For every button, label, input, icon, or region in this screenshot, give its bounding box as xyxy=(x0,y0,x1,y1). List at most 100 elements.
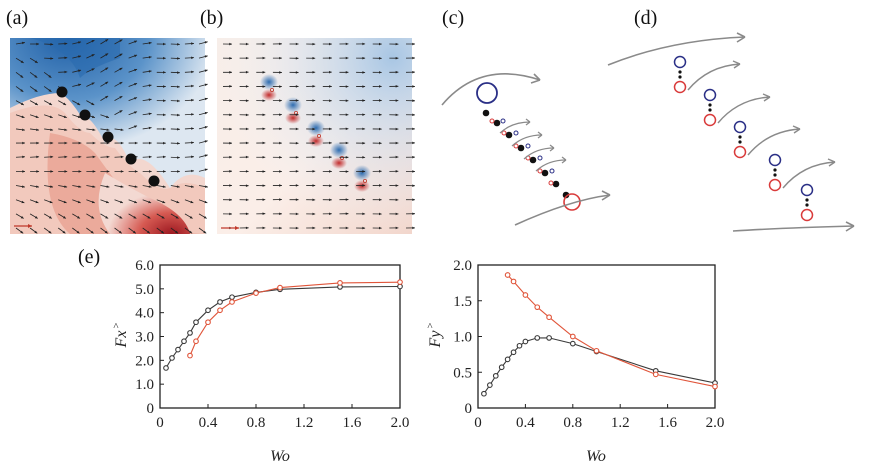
quiver-arrow xyxy=(405,155,416,159)
data-point xyxy=(217,307,223,314)
quiver-arrow xyxy=(306,85,316,88)
quiver-arrow xyxy=(222,56,233,60)
x-tick-label: 0 xyxy=(156,415,164,431)
quiver-arrow xyxy=(43,71,52,79)
quiver-arrow xyxy=(356,170,366,173)
quiver-arrow xyxy=(170,227,179,234)
panel-a-vorticity-field xyxy=(10,38,208,234)
quiver-arrow xyxy=(222,169,233,173)
quiver-arrow xyxy=(29,86,38,93)
vortex-pair xyxy=(353,165,371,192)
quiver-arrow xyxy=(239,212,249,216)
quiver-arrow xyxy=(198,126,208,130)
quiver-arrow xyxy=(198,111,208,116)
quiver-arrow xyxy=(128,213,137,219)
quiver-arrow xyxy=(222,127,233,131)
quiver-arrow xyxy=(356,85,366,88)
quiver-arrow xyxy=(289,198,299,201)
quiver-arrow xyxy=(15,71,24,79)
quiver-arrow xyxy=(156,42,166,46)
quiver-arrow xyxy=(272,212,282,216)
quiver-arrow xyxy=(128,199,138,204)
data-point xyxy=(397,279,403,286)
quiver-arrow xyxy=(198,213,207,219)
quiver-arrow xyxy=(306,212,316,216)
quiver-arrow xyxy=(239,170,249,173)
quiver-arrow xyxy=(57,227,66,234)
quiver-arrow xyxy=(306,141,316,145)
chart-fx: 0 0.4 0.8 1.2 1.6 2.0 0 1.0 2.0 3.0 4.0 5.0 6.0 Wo F… xyxy=(113,258,409,465)
quiver-arrow xyxy=(239,198,249,202)
data-point xyxy=(217,299,223,305)
quiver-arrow xyxy=(405,184,416,187)
quiver-arrow xyxy=(15,155,26,159)
quiver-arrow xyxy=(170,85,180,89)
x-tick-label: 1.6 xyxy=(658,415,677,431)
data-point xyxy=(187,352,193,359)
plot-frame xyxy=(477,264,716,409)
quiver-arrow xyxy=(142,98,152,102)
quiver-arrow xyxy=(339,141,349,145)
quiver-arrow xyxy=(86,213,95,219)
quiver-arrow xyxy=(128,111,138,116)
quiver-arrow xyxy=(198,227,207,234)
quiver-arrow xyxy=(306,56,316,60)
quiver-arrow xyxy=(272,85,282,88)
quiver-arrow xyxy=(15,128,25,132)
quiver-arrow xyxy=(289,184,299,187)
data-point xyxy=(652,371,659,378)
quiver-arrow xyxy=(142,227,151,234)
quiver-arrow xyxy=(356,226,366,230)
quiver-arrow xyxy=(15,199,25,204)
quiver-arrow xyxy=(372,169,382,173)
x-tick-label: 0.4 xyxy=(199,415,218,431)
quiver-arrow xyxy=(58,70,68,74)
data-point xyxy=(569,333,576,340)
quiver-arrow xyxy=(156,155,166,159)
flow-arrow-top xyxy=(607,36,746,66)
quiver-arrow xyxy=(184,155,194,159)
quiver-arrow xyxy=(339,127,349,131)
quiver-arrow xyxy=(339,170,349,173)
particle xyxy=(102,131,114,143)
quiver-arrow xyxy=(389,170,399,173)
quiver-arrow xyxy=(15,227,24,234)
quiver-arrow xyxy=(389,70,399,74)
quiver-arrow xyxy=(356,212,366,216)
quiver-arrow xyxy=(272,113,282,116)
quiver-arrow xyxy=(372,127,382,131)
data-point xyxy=(481,390,487,397)
quiver-arrow xyxy=(30,42,40,46)
quiver-arrow xyxy=(114,199,124,204)
data-point xyxy=(492,372,499,379)
quiver-arrow xyxy=(114,128,124,132)
quiver-arrow xyxy=(289,113,299,117)
series-line xyxy=(507,274,716,388)
quiver-arrow xyxy=(184,98,194,102)
quiver-arrow xyxy=(389,99,399,102)
quiver-arrow xyxy=(170,57,180,60)
quiver-arrow xyxy=(306,42,316,46)
data-point xyxy=(712,383,718,390)
quiver-arrow xyxy=(114,155,124,159)
quiver-arrow xyxy=(29,199,39,204)
quiver-arrow xyxy=(114,227,123,234)
quiver-arrow xyxy=(29,57,38,64)
quiver-arrow xyxy=(184,199,194,204)
quiver-arrow xyxy=(272,42,282,46)
quiver-arrow xyxy=(30,185,40,188)
quiver-arrow xyxy=(256,56,266,60)
quiver-arrow xyxy=(405,42,416,46)
quiver-arrow xyxy=(272,56,282,60)
quiver-arrow xyxy=(114,95,123,101)
quiver-arrow xyxy=(44,141,54,145)
quiver-arrow xyxy=(405,226,416,230)
quiver-arrow xyxy=(100,67,109,73)
quiver-arrow xyxy=(389,184,399,187)
quiver-arrow xyxy=(15,41,25,45)
quiver-arrow xyxy=(372,198,382,202)
quiver-arrow xyxy=(198,154,208,158)
quiver-arrow xyxy=(72,69,82,73)
quiver-arrow xyxy=(72,155,82,159)
quiver-arrow xyxy=(156,227,165,234)
